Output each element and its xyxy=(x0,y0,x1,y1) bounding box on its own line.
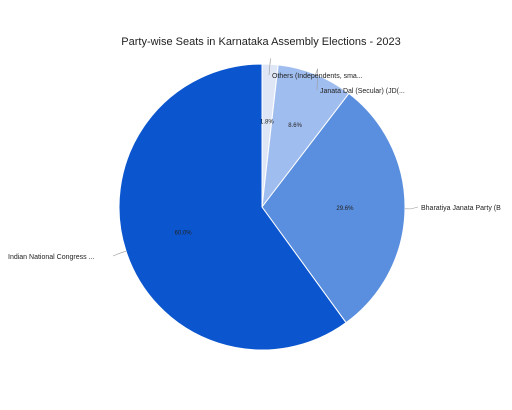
leader-lines xyxy=(112,58,419,257)
slice-category-label: Bharatiya Janata Party (B xyxy=(421,205,501,212)
chart-title: Party-wise Seats in Karnataka Assembly E… xyxy=(121,36,400,48)
pie-slice xyxy=(118,63,347,351)
leader-line xyxy=(404,206,419,210)
pie-slices xyxy=(118,63,406,351)
slice-category-label: Janata Dal (Secular) (JD(... xyxy=(320,88,405,95)
slice-percent-label: 29.6% xyxy=(336,206,354,212)
category-labels: Others (Independents, sma... Janata Dal (… xyxy=(8,73,501,261)
slice-category-label: Others (Independents, sma... xyxy=(272,73,363,80)
percent-labels: 1.8% 8.6% 29.6% 60.0% xyxy=(175,119,354,236)
leader-line xyxy=(268,58,271,76)
slice-percent-label: 8.6% xyxy=(288,123,302,129)
pie-slice xyxy=(261,92,406,324)
slice-percent-label: 60.0% xyxy=(175,231,193,237)
leader-line xyxy=(112,250,127,257)
leader-line xyxy=(315,68,319,91)
slice-category-label: Indian National Congress ... xyxy=(8,254,94,261)
slice-percent-label: 1.8% xyxy=(260,119,274,125)
